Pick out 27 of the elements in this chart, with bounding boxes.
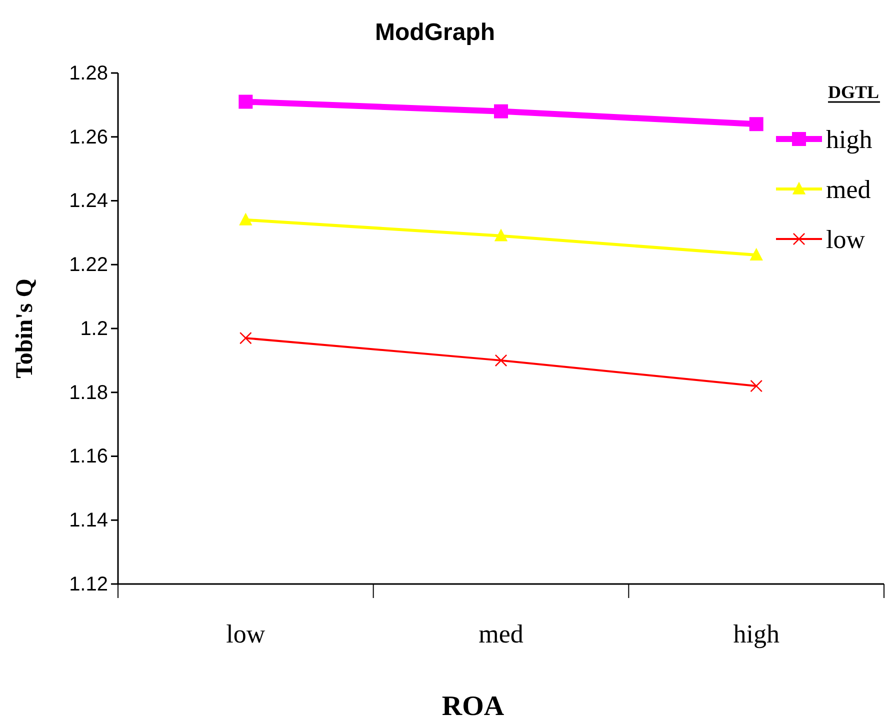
legend-label: med <box>826 175 871 204</box>
y-tick-label: 1.2 <box>80 318 108 340</box>
legend-label: high <box>826 125 872 154</box>
point <box>750 248 763 260</box>
y-axis-title: Tobin's Q <box>12 278 38 378</box>
chart-title: ModGraph <box>375 19 495 46</box>
x-axis-title: ROA <box>442 691 505 722</box>
point <box>750 380 762 392</box>
x-tick-label: low <box>226 619 266 648</box>
y-tick-label: 1.26 <box>69 126 108 148</box>
y-tick-label: 1.16 <box>69 446 108 468</box>
point <box>749 117 764 132</box>
y-tick-label: 1.24 <box>69 190 108 212</box>
point <box>494 104 508 118</box>
y-tick-label: 1.22 <box>69 254 108 276</box>
legend-title: DGTL <box>828 82 880 102</box>
x-tick-label: high <box>733 619 780 648</box>
point <box>239 212 252 226</box>
point <box>240 332 252 344</box>
y-tick-label: 1.12 <box>69 573 108 596</box>
point <box>494 228 508 242</box>
point <box>238 94 253 109</box>
y-tick-label: 1.14 <box>69 510 108 532</box>
legend-label: low <box>826 225 866 254</box>
y-tick-label: 1.28 <box>69 62 108 84</box>
y-tick-label: 1.18 <box>69 382 108 404</box>
x-tick-label: med <box>478 619 524 648</box>
